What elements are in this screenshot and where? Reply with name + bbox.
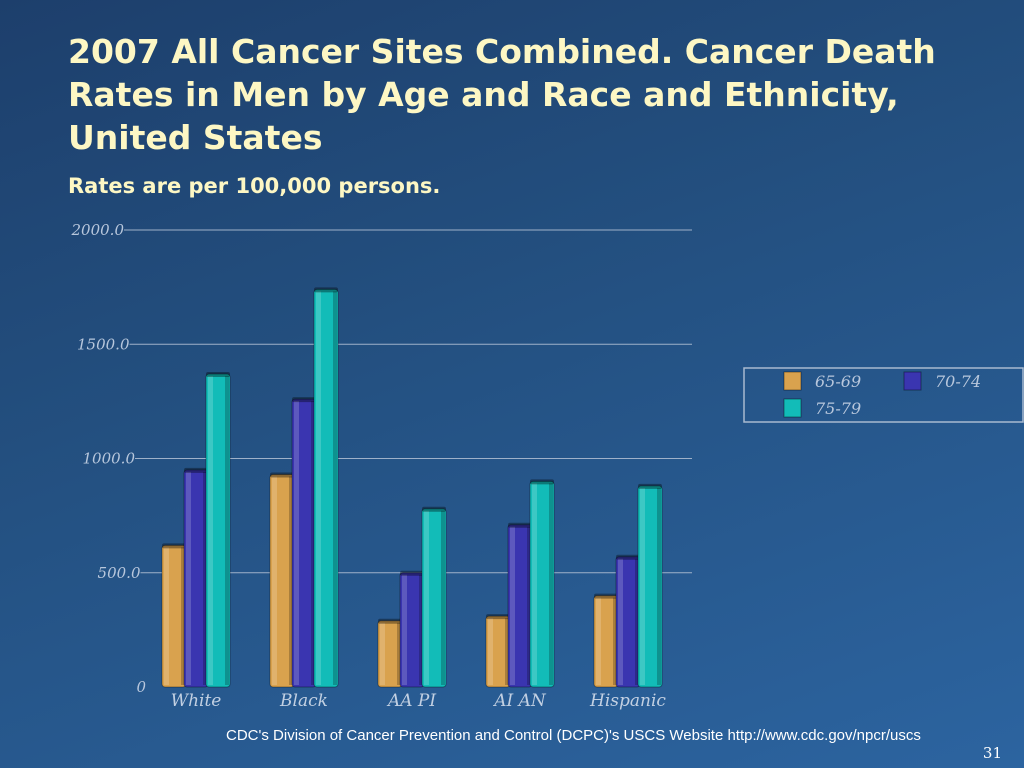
bar <box>637 483 663 688</box>
bar <box>485 614 511 688</box>
legend-item: 75-79 <box>783 398 861 418</box>
bar <box>593 593 619 688</box>
legend-swatch <box>903 371 922 391</box>
x-category-label: AI AN <box>492 691 547 711</box>
bar <box>529 479 555 688</box>
y-tick-label: 500.0 <box>98 564 141 582</box>
source-citation: CDC's Division of Cancer Prevention and … <box>226 727 921 744</box>
x-category-label: White <box>171 691 222 711</box>
bar <box>183 467 209 688</box>
bar <box>269 472 295 688</box>
bar <box>205 371 231 688</box>
slide-title: 2007 All Cancer Sites Combined. Cancer D… <box>68 32 936 157</box>
x-axis-categories: White Black AA PI AI AN Hispanic <box>171 691 667 711</box>
legend-label: 75-79 <box>815 399 861 418</box>
bar <box>313 287 339 688</box>
y-tick-label: 1500.0 <box>77 335 130 353</box>
legend-label: 65-69 <box>815 372 861 391</box>
y-tick-label: 2000.0 <box>71 221 125 239</box>
bar <box>399 570 425 688</box>
y-tick-label: 0 <box>136 678 146 696</box>
y-axis-ticks: 0 500.0 1000.0 1500.0 2000.0 <box>71 221 147 696</box>
legend-swatch <box>783 371 802 391</box>
slide-subtitle: Rates are per 100,000 persons. <box>68 174 441 198</box>
legend-box <box>743 367 1024 423</box>
bar <box>377 618 403 688</box>
legend-label: 70-74 <box>935 372 981 391</box>
legend-swatch <box>783 398 802 418</box>
x-category-label: AA PI <box>386 691 436 711</box>
bar <box>507 522 533 688</box>
bar <box>615 554 641 688</box>
bar <box>161 543 187 688</box>
x-category-label: Hispanic <box>589 691 666 711</box>
legend-item: 65-69 <box>783 371 861 391</box>
legend-item: 70-74 <box>903 371 981 391</box>
y-tick-label: 1000.0 <box>83 450 136 468</box>
x-category-label: Black <box>279 691 328 711</box>
bar <box>291 397 317 688</box>
page-number: 31 <box>982 744 1002 762</box>
chart-bars <box>161 287 663 688</box>
bar <box>421 506 447 688</box>
chart-legend: 65-69 70-74 75-79 <box>743 367 1024 423</box>
